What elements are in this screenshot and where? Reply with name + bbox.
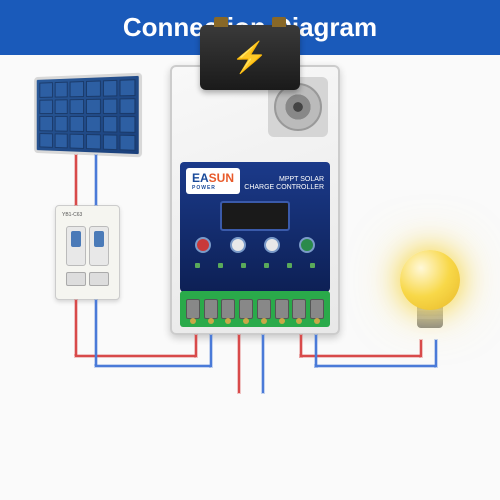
lightning-bolt-icon: ⚡ <box>231 40 268 75</box>
wire-breaker-ctrl-red-v2 <box>195 335 197 357</box>
wire-breaker-ctrl-blue-v2 <box>210 335 212 367</box>
battery-terminal-neg <box>272 17 286 27</box>
wire-ctrl-batt-red <box>238 335 240 393</box>
wire-ctrl-load-blue-h <box>315 365 435 367</box>
diagram-canvas: YB1-C63 EASUN POWER MPPT SOLAR CHARGE CO… <box>0 55 500 495</box>
wire-breaker-ctrl-red-h <box>75 355 195 357</box>
mppt-controller: EASUN POWER MPPT SOLAR CHARGE CONTROLLER <box>170 65 340 335</box>
button-green <box>299 237 315 253</box>
wire-ctrl-load-red-v1 <box>300 335 302 357</box>
brand-logo: EASUN POWER <box>186 168 240 194</box>
button-red <box>195 237 211 253</box>
load-bulb <box>395 250 465 340</box>
lcd-display <box>220 201 290 231</box>
solar-panel <box>34 73 142 158</box>
button-white-1 <box>230 237 246 253</box>
terminal-strip <box>180 291 330 327</box>
bulb-glass-icon <box>400 250 460 310</box>
wire-ctrl-load-blue-v2 <box>435 340 437 367</box>
controller-buttons <box>186 237 324 253</box>
status-leds <box>186 263 324 268</box>
wire-breaker-ctrl-red-v1 <box>75 300 77 355</box>
battery-terminal-pos <box>214 17 228 27</box>
wire-solar-breaker-blue <box>95 155 97 205</box>
wire-breaker-ctrl-blue-v1 <box>95 300 97 365</box>
wire-ctrl-load-red-h <box>300 355 420 357</box>
breaker-switch-1 <box>66 226 86 266</box>
wire-ctrl-batt-blue <box>262 335 264 393</box>
breaker-model-label: YB1-C63 <box>62 212 113 218</box>
wire-ctrl-load-red-v2 <box>420 340 422 357</box>
controller-front-panel: EASUN POWER MPPT SOLAR CHARGE CONTROLLER <box>180 162 330 292</box>
battery: ⚡ <box>200 25 300 90</box>
wire-solar-breaker-red <box>75 155 77 205</box>
wire-breaker-ctrl-blue-h <box>95 365 210 367</box>
breaker-switch-2 <box>89 226 109 266</box>
wire-ctrl-load-blue-v1 <box>315 335 317 367</box>
button-white-2 <box>264 237 280 253</box>
circuit-breaker: YB1-C63 <box>55 205 120 300</box>
